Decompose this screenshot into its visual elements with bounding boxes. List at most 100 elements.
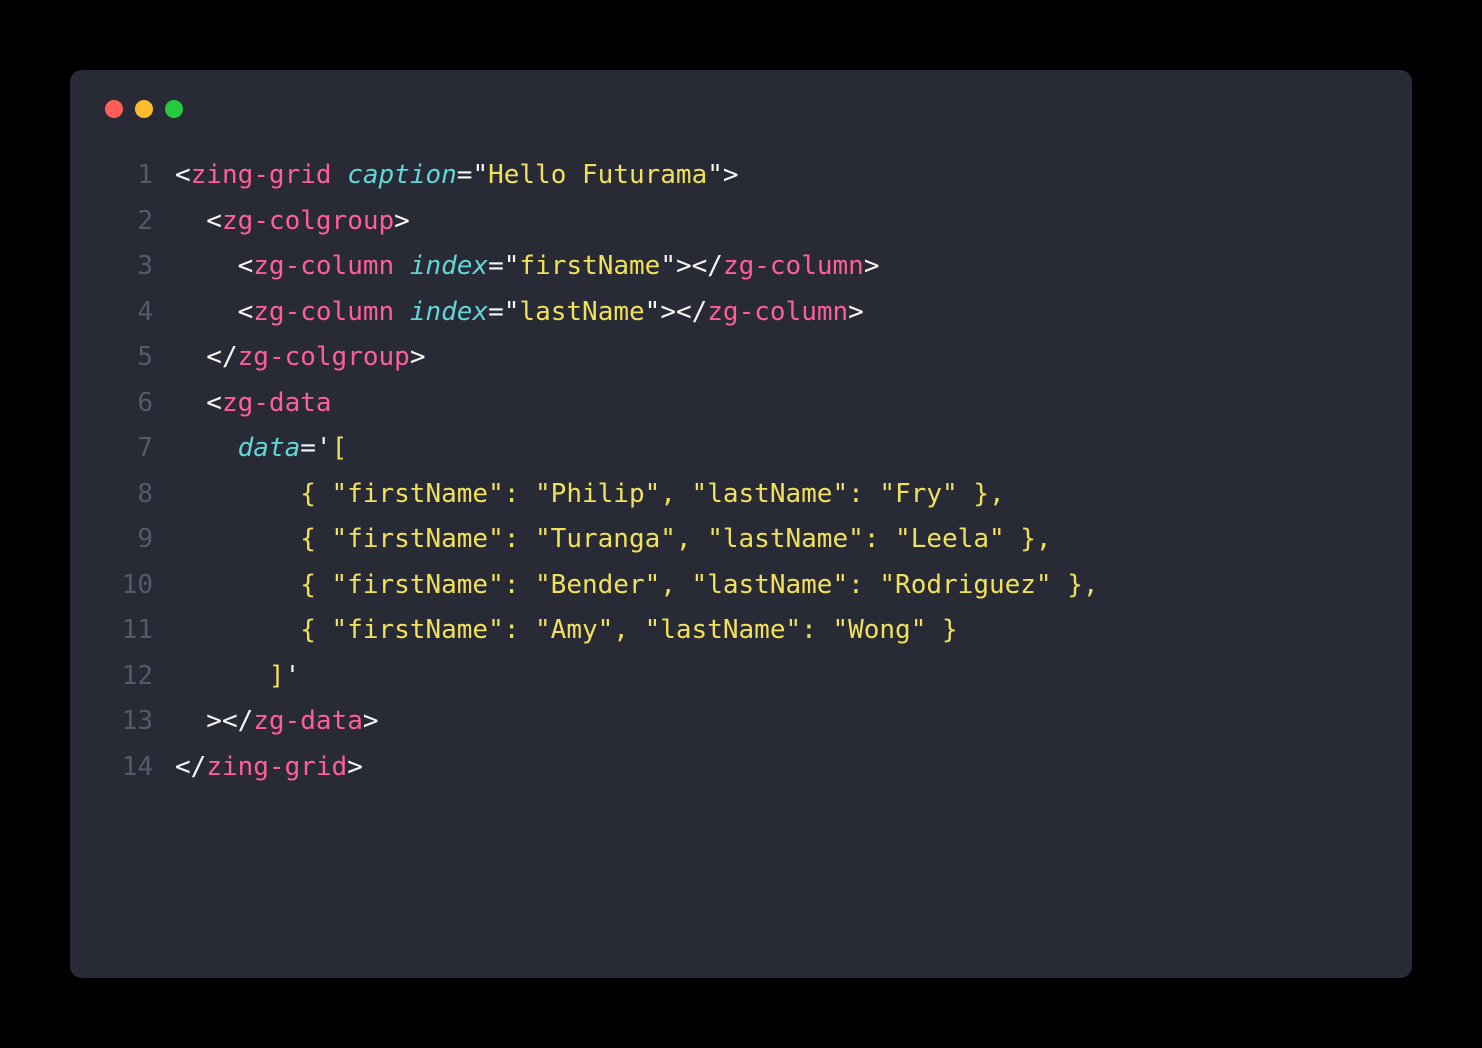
token-punct: < — [175, 160, 191, 190]
token-punct: ></ — [175, 706, 253, 736]
close-icon[interactable] — [105, 100, 123, 118]
line-number: 8 — [105, 472, 153, 518]
maximize-icon[interactable] — [165, 100, 183, 118]
line-number: 10 — [105, 563, 153, 609]
code-line: 14 </zing-grid> — [105, 745, 1377, 791]
token-punct: </ — [175, 752, 206, 782]
token-str: ] — [175, 661, 285, 691]
token-tag: zg-column — [253, 297, 394, 327]
token-punct: > — [864, 251, 880, 281]
token-punct: > — [848, 297, 864, 327]
code-line: 2 <zg-colgroup> — [105, 199, 1377, 245]
token-tag: zing-grid — [191, 160, 332, 190]
token-punct: < — [175, 206, 222, 236]
token-tag: zing-grid — [206, 752, 347, 782]
token-tag: zg-colgroup — [238, 342, 410, 372]
line-number: 4 — [105, 290, 153, 336]
token-punct: > — [410, 342, 426, 372]
token-str: Hello Futurama — [488, 160, 707, 190]
code-line: 4 <zg-column index="lastName"></zg-colum… — [105, 290, 1377, 336]
code-editor-window: 1<zing-grid caption="Hello Futurama">2 <… — [70, 70, 1412, 978]
code-block: 1<zing-grid caption="Hello Futurama">2 <… — [105, 153, 1377, 790]
token-tag: zg-data — [222, 388, 332, 418]
token-punct: " — [707, 160, 723, 190]
token-attr: index — [410, 297, 488, 327]
token-tag: zg-column — [723, 251, 864, 281]
token-punct: < — [175, 251, 253, 281]
line-content: </zing-grid> — [175, 745, 363, 791]
token-attr: caption — [347, 160, 457, 190]
line-number: 2 — [105, 199, 153, 245]
token-tag: zg-colgroup — [222, 206, 394, 236]
token-punct: = — [488, 297, 504, 327]
code-line: 7 data='[ — [105, 426, 1377, 472]
line-content: ></zg-data> — [175, 699, 379, 745]
line-content: { "firstName": "Bender", "lastName": "Ro… — [175, 563, 1099, 609]
token-punct: < — [175, 388, 222, 418]
line-content: { "firstName": "Amy", "lastName": "Wong"… — [175, 608, 958, 654]
token-punct: > — [394, 206, 410, 236]
line-content: ]' — [175, 654, 300, 700]
window-titlebar — [105, 100, 1377, 118]
token-punct — [394, 251, 410, 281]
code-line: 9 { "firstName": "Turanga", "lastName": … — [105, 517, 1377, 563]
line-content: { "firstName": "Turanga", "lastName": "L… — [175, 517, 1052, 563]
code-line: 12 ]' — [105, 654, 1377, 700]
token-punct: </ — [175, 342, 238, 372]
token-punct: " — [504, 297, 520, 327]
token-str: { "firstName": "Bender", "lastName": "Ro… — [175, 570, 1099, 600]
code-line: 5 </zg-colgroup> — [105, 335, 1377, 381]
token-tag: zg-column — [253, 251, 394, 281]
token-punct: ></ — [676, 251, 723, 281]
line-number: 3 — [105, 244, 153, 290]
line-content: <zg-column index="firstName"></zg-column… — [175, 244, 879, 290]
token-punct — [394, 297, 410, 327]
line-number: 1 — [105, 153, 153, 199]
token-str: firstName — [519, 251, 660, 281]
token-punct: > — [347, 752, 363, 782]
line-number: 7 — [105, 426, 153, 472]
token-punct: " — [645, 297, 661, 327]
token-punct: " — [504, 251, 520, 281]
line-content: { "firstName": "Philip", "lastName": "Fr… — [175, 472, 1005, 518]
line-content: <zg-data — [175, 381, 332, 427]
token-str: { "firstName": "Amy", "lastName": "Wong"… — [175, 615, 958, 645]
code-line: 6 <zg-data — [105, 381, 1377, 427]
line-number: 9 — [105, 517, 153, 563]
token-punct: ' — [316, 433, 332, 463]
token-punct — [175, 433, 238, 463]
token-punct: = — [488, 251, 504, 281]
line-number: 11 — [105, 608, 153, 654]
line-content: <zg-colgroup> — [175, 199, 410, 245]
token-punct: < — [175, 297, 253, 327]
code-line: 13 ></zg-data> — [105, 699, 1377, 745]
line-number: 5 — [105, 335, 153, 381]
line-content: <zg-column index="lastName"></zg-column> — [175, 290, 864, 336]
token-punct — [332, 160, 348, 190]
token-str: { "firstName": "Turanga", "lastName": "L… — [175, 524, 1052, 554]
code-line: 8 { "firstName": "Philip", "lastName": "… — [105, 472, 1377, 518]
token-punct: = — [457, 160, 473, 190]
line-content: <zing-grid caption="Hello Futurama"> — [175, 153, 739, 199]
token-punct: ></ — [660, 297, 707, 327]
line-number: 12 — [105, 654, 153, 700]
token-attr: data — [238, 433, 301, 463]
token-punct: > — [723, 160, 739, 190]
minimize-icon[interactable] — [135, 100, 153, 118]
token-str: lastName — [519, 297, 644, 327]
token-punct: > — [363, 706, 379, 736]
token-str: { "firstName": "Philip", "lastName": "Fr… — [175, 479, 1005, 509]
line-content: </zg-colgroup> — [175, 335, 425, 381]
token-punct: " — [472, 160, 488, 190]
token-tag: zg-data — [253, 706, 363, 736]
token-punct: ' — [285, 661, 301, 691]
code-line: 10 { "firstName": "Bender", "lastName": … — [105, 563, 1377, 609]
line-number: 14 — [105, 745, 153, 791]
code-line: 3 <zg-column index="firstName"></zg-colu… — [105, 244, 1377, 290]
code-line: 1<zing-grid caption="Hello Futurama"> — [105, 153, 1377, 199]
token-punct: = — [300, 433, 316, 463]
token-attr: index — [410, 251, 488, 281]
line-number: 13 — [105, 699, 153, 745]
line-number: 6 — [105, 381, 153, 427]
token-str: [ — [332, 433, 348, 463]
